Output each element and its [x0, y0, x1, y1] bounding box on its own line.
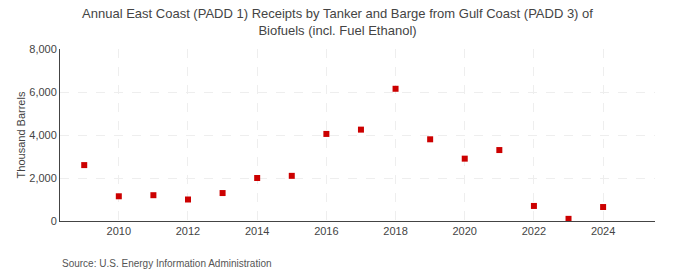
svg-text:0: 0 — [51, 215, 57, 227]
svg-text:2010: 2010 — [107, 225, 131, 237]
svg-text:2016: 2016 — [314, 225, 338, 237]
svg-text:2024: 2024 — [591, 225, 615, 237]
svg-text:6,000: 6,000 — [29, 86, 57, 98]
svg-text:2022: 2022 — [522, 225, 546, 237]
svg-text:4,000: 4,000 — [29, 129, 57, 141]
svg-text:8,000: 8,000 — [29, 43, 57, 55]
svg-text:2012: 2012 — [176, 225, 200, 237]
svg-text:2014: 2014 — [245, 225, 269, 237]
svg-text:Thousand Barrels: Thousand Barrels — [15, 91, 27, 178]
svg-text:Source: U.S. Energy Informatio: Source: U.S. Energy Information Administ… — [62, 258, 272, 269]
svg-text:2020: 2020 — [452, 225, 476, 237]
svg-text:Annual East Coast (PADD 1) Rec: Annual East Coast (PADD 1) Receipts by T… — [82, 6, 593, 38]
svg-text:2018: 2018 — [383, 225, 407, 237]
svg-text:2,000: 2,000 — [29, 172, 57, 184]
